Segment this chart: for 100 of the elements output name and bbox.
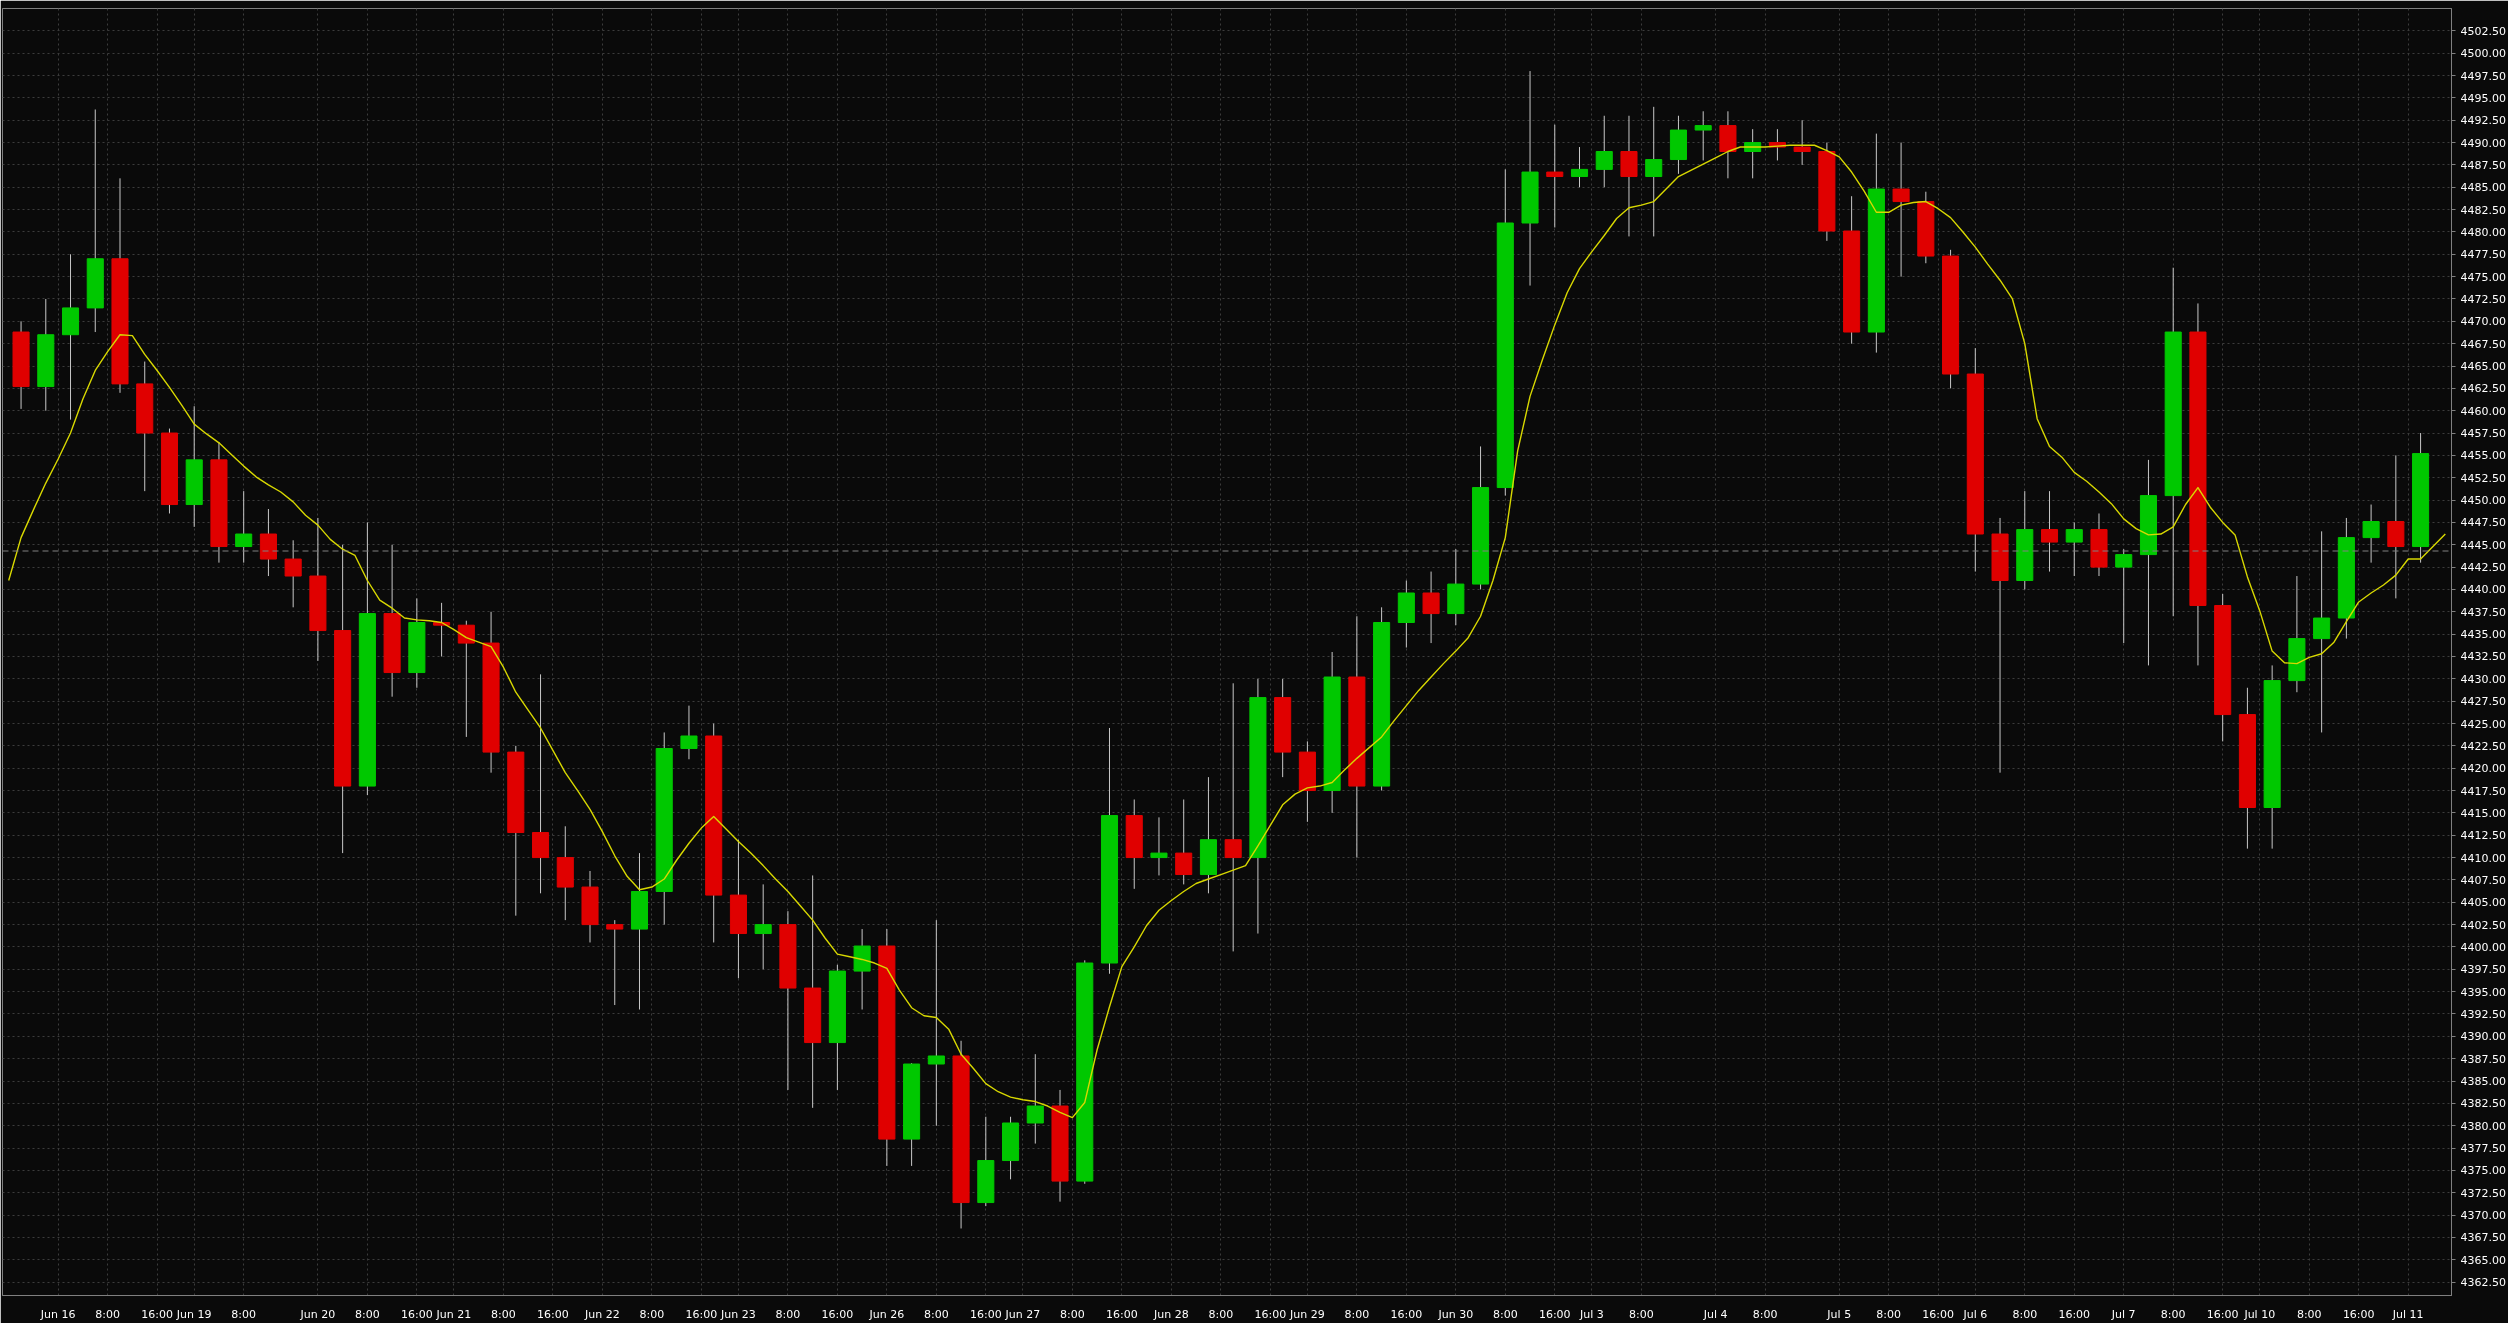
y-tick-label: 4372.50 [2460,1186,2506,1200]
candlestick [1694,110,1712,161]
candlestick [754,883,772,970]
candlestick [606,919,624,1006]
x-tick-label: 8:00 [491,1307,516,1321]
y-tick-label: 4400.00 [2460,940,2506,954]
candlestick [1793,119,1811,166]
y-tick-label: 4435.00 [2460,628,2506,642]
x-tick-label: Jul 11 [2391,1307,2424,1321]
candlestick [1546,124,1564,228]
x-tick-label: Jul 7 [2110,1307,2136,1321]
y-tick-label: 4415.00 [2460,806,2506,820]
y-tick-label: 4457.50 [2460,427,2506,441]
y-tick-label: 4370.00 [2460,1209,2506,1223]
y-tick-label: 4387.50 [2460,1052,2506,1066]
candlestick [457,620,475,738]
candlestick [1026,1053,1044,1145]
x-tick-label: 16:00 [1390,1307,1423,1321]
x-tick-label: 16:00 [1254,1307,1287,1321]
y-tick-label: 4420.00 [2460,762,2506,776]
x-tick-label: Jun 27 [1004,1307,1041,1321]
x-tick-label: Jun 19 [175,1307,212,1321]
x-tick-label: Jul 10 [2243,1307,2276,1321]
y-tick-label: 4407.50 [2460,873,2506,887]
candlestick [1224,682,1242,952]
candlestick [1892,142,1910,278]
x-tick-label: Jul 3 [1578,1307,1604,1321]
x-tick-label: 8:00 [1208,1307,1234,1321]
y-tick-label: 4422.50 [2460,739,2506,753]
candlestick [1422,571,1440,644]
x-tick-label: 8:00 [1752,1307,1778,1321]
x-tick-label: 16:00 [1922,1307,1955,1321]
x-tick-label: Jun 30 [1437,1307,1474,1321]
y-tick-label: 4412.50 [2460,829,2506,843]
y-tick-label: 4402.50 [2460,918,2506,932]
x-tick-label: 16:00 [821,1307,854,1321]
y-tick-label: 4430.00 [2460,672,2506,686]
y-tick-label: 4392.50 [2460,1007,2506,1021]
y-tick-label: 4410.00 [2460,851,2506,865]
candlestick [284,539,302,608]
y-tick-label: 4450.00 [2460,494,2506,508]
candlestick [680,705,698,760]
candlestick [927,919,945,1127]
y-tick-label: 4365.00 [2460,1253,2506,1267]
x-tick-label: Jun 29 [1289,1307,1325,1321]
x-tick-label: Jun 21 [435,1307,472,1321]
y-tick-label: 4432.50 [2460,650,2506,664]
x-tick-label: 8:00 [355,1307,380,1321]
y-tick-label: 4482.50 [2460,203,2506,217]
x-tick-label: 8:00 [1060,1307,1085,1321]
y-tick-label: 4427.50 [2460,695,2506,709]
y-tick-label: 4462.50 [2460,382,2506,396]
y-tick-label: 4390.00 [2460,1030,2506,1044]
x-tick-label: 16:00 [969,1307,1002,1321]
candlestick [532,673,550,894]
y-tick-label: 4490.00 [2460,136,2506,150]
y-tick-label: 4395.00 [2460,985,2506,999]
y-tick-label: 4477.50 [2460,248,2506,262]
candlestick [2115,548,2133,644]
x-tick-label: 8:00 [2296,1307,2322,1321]
x-tick-label: Jun 26 [868,1307,905,1321]
x-tick-label: 16:00 [401,1307,433,1321]
y-tick-label: 4405.00 [2460,896,2506,910]
y-tick-label: 4497.50 [2460,69,2506,83]
y-tick-label: 4480.00 [2460,225,2506,239]
x-tick-label: 8:00 [775,1307,801,1321]
candlestick [1645,106,1663,237]
y-tick-label: 4495.00 [2460,91,2506,105]
y-tick-label: 4375.00 [2460,1164,2506,1178]
candlestick [2362,504,2380,564]
y-tick-label: 4455.00 [2460,449,2506,463]
candlestick [2313,530,2331,733]
x-tick-label: 8:00 [95,1307,120,1321]
x-tick-label: 8:00 [231,1307,257,1321]
x-tick-label: 16:00 [2058,1307,2091,1321]
x-tick-label: 8:00 [639,1307,665,1321]
x-tick-label: 8:00 [1492,1307,1518,1321]
y-tick-label: 4500.00 [2460,47,2506,61]
y-tick-label: 4385.00 [2460,1075,2506,1088]
line-series [7,144,2447,1119]
y-tick-label: 4475.00 [2460,270,2506,284]
y-tick-label: 4425.00 [2460,717,2506,731]
x-tick-label: Jul 4 [1702,1307,1728,1321]
x-tick-label: 16:00 [685,1307,718,1321]
x-tick-label: Jul 5 [1826,1307,1852,1321]
x-tick-label: 8:00 [2160,1307,2186,1321]
y-tick-label: 4377.50 [2460,1142,2506,1156]
x-tick-label: 8:00 [1629,1307,1654,1321]
x-tick-label: 16:00 [141,1307,173,1321]
x-tick-label: 16:00 [2342,1307,2375,1321]
y-tick-label: 4382.50 [2460,1097,2506,1111]
y-tick-label: 4367.50 [2460,1231,2506,1245]
y-tick-label: 4492.50 [2460,114,2506,128]
y-tick-label: 4502.50 [2460,24,2506,38]
x-tick-label: 8:00 [1344,1307,1370,1321]
y-tick-label: 4417.50 [2460,784,2506,798]
y-tick-label: 4362.50 [2460,1276,2506,1290]
candlestick [1150,816,1168,876]
x-tick-label: 16:00 [1538,1307,1571,1321]
x-tick-label: 16:00 [2206,1307,2239,1321]
